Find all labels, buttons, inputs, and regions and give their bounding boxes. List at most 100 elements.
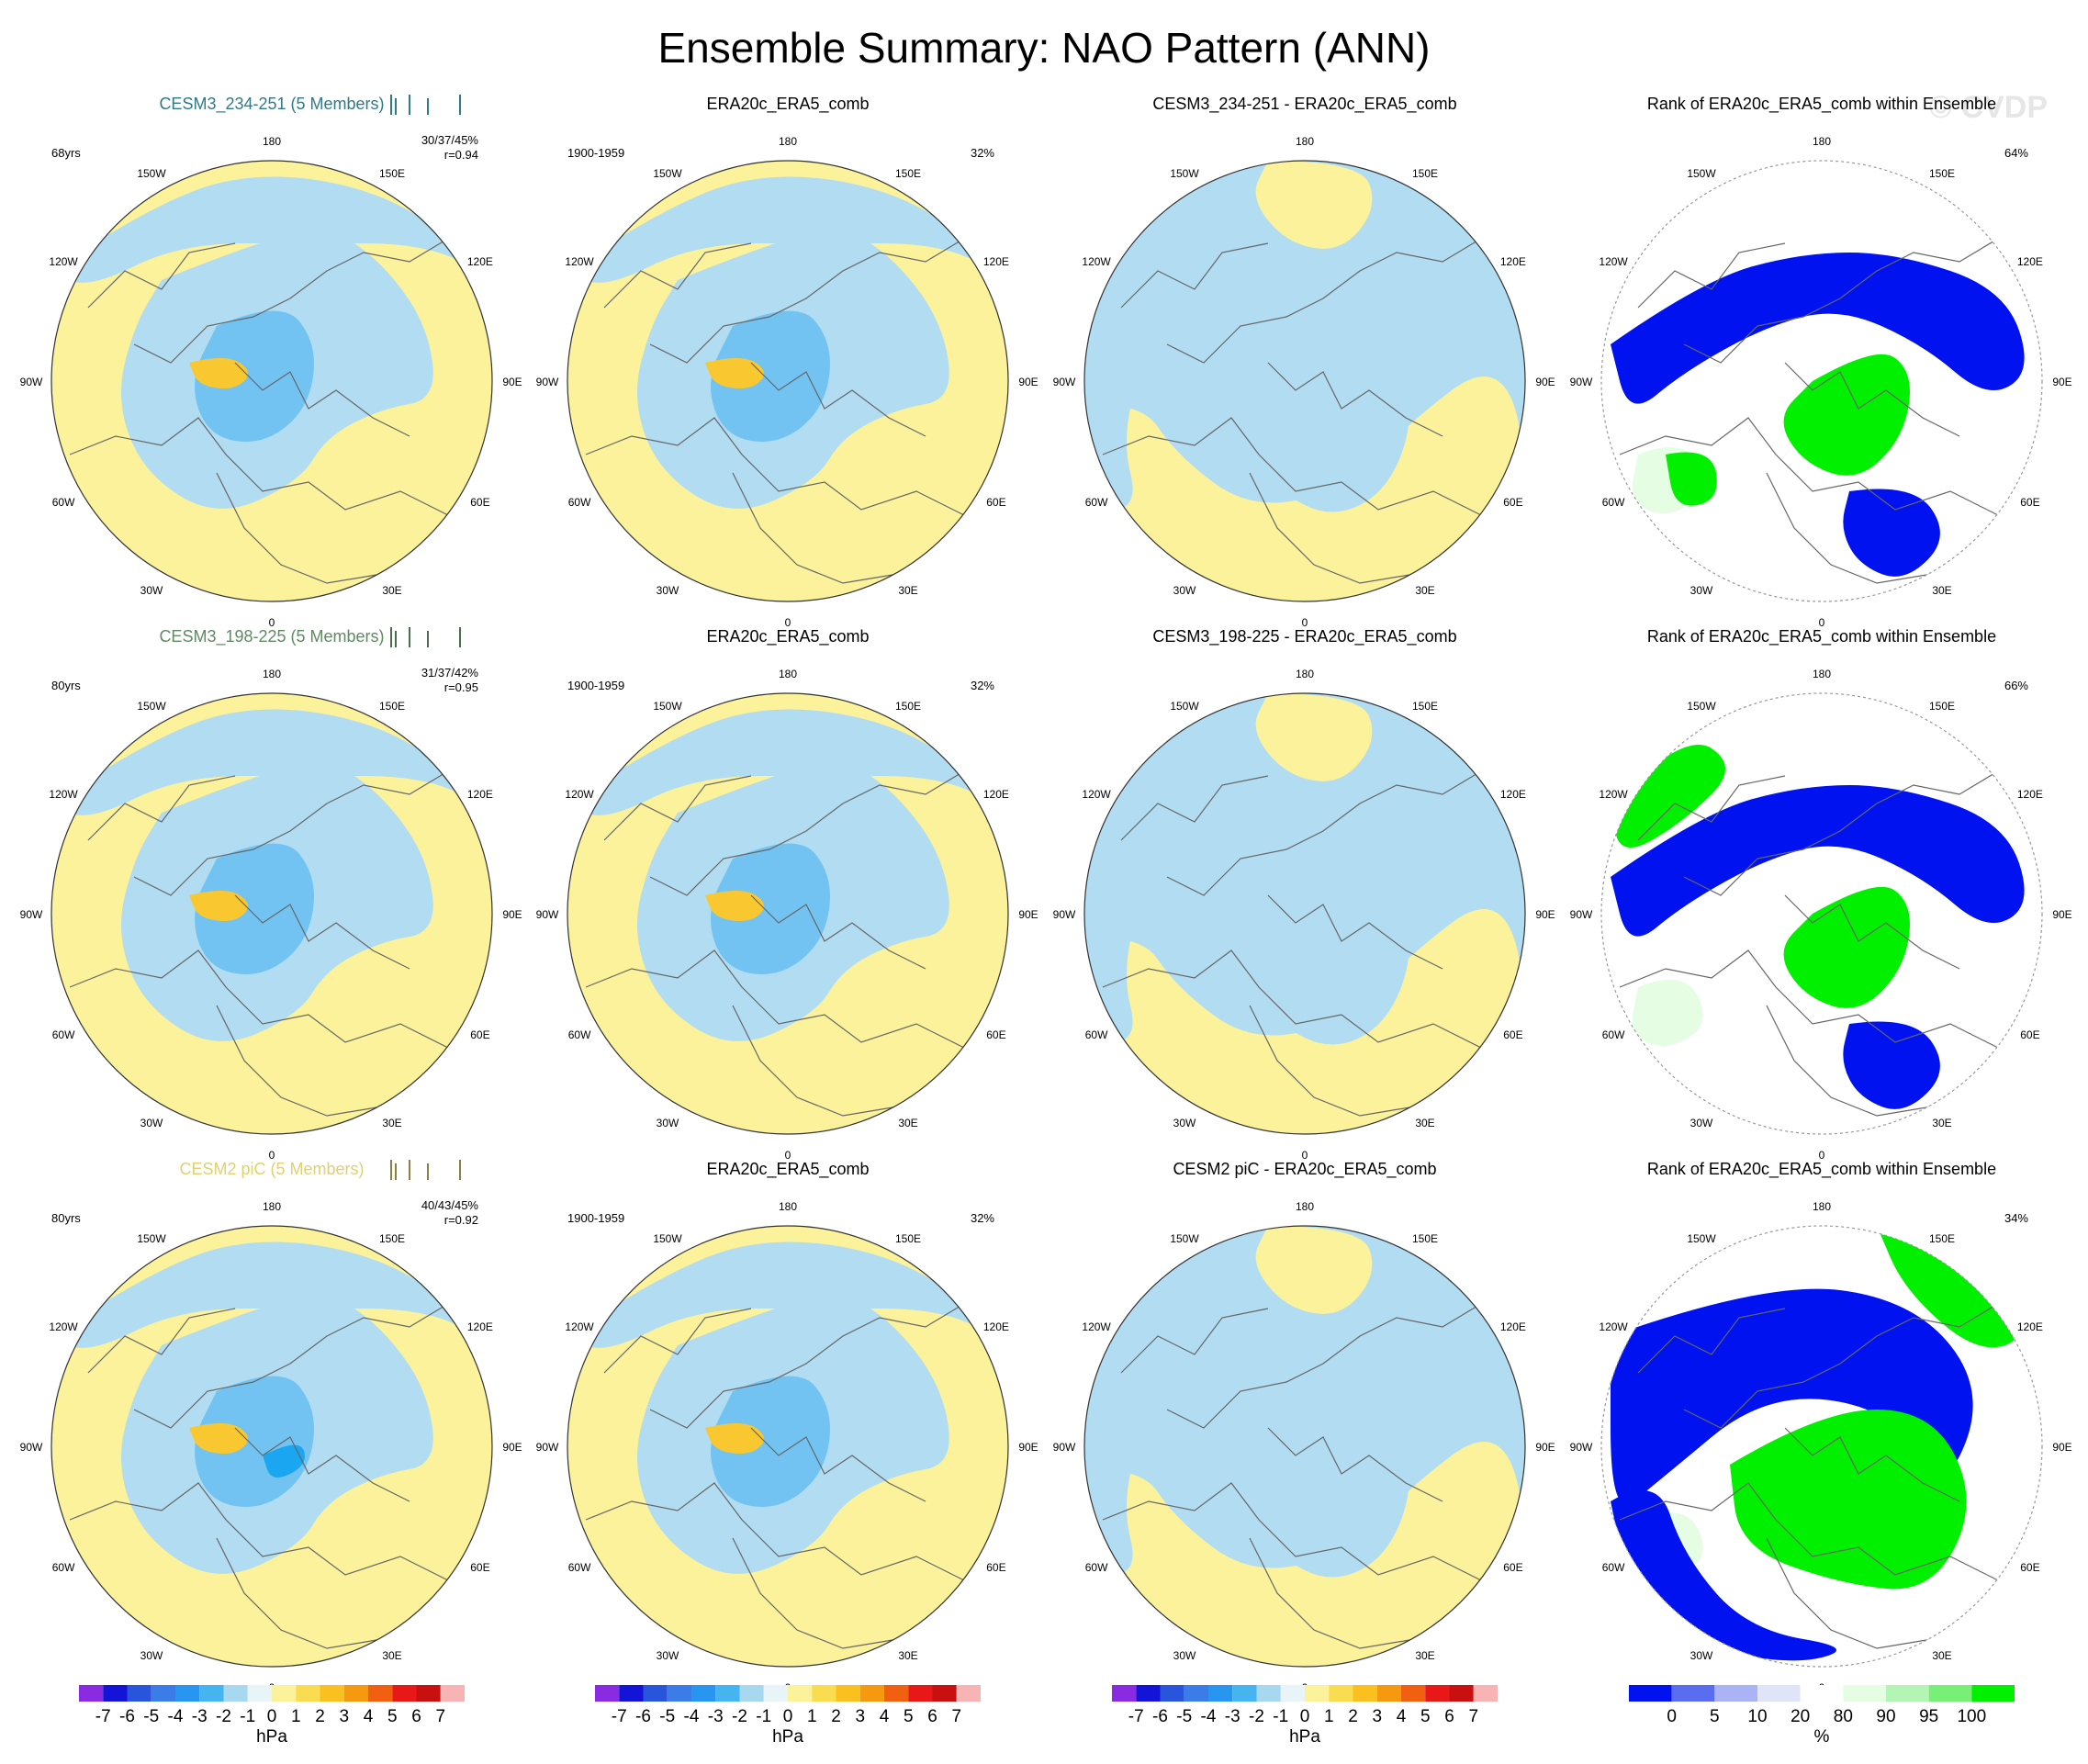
colorbar-slp-2: -7 -6 -5 -4 -3 -2 -1 0 1 2 3 4 5 6 7 hPa [595,1685,981,1747]
colorbar-slp-1-label: 6 [411,1707,421,1726]
diff-lon-label: 0 [1302,1149,1308,1162]
obs-period: 1900-1959 [567,679,624,692]
diff-panel-title: CESM2 piC - ERA20c_ERA5_comb [1173,1160,1436,1179]
colorbar-slp-1-label: 0 [267,1707,277,1726]
colorbar-slp-1-swatch [151,1685,175,1702]
diff-lon-label: 30W [1173,584,1196,597]
colorbar-rank: 0 5 10 20 80 90 95 100% [1629,1685,2015,1747]
rank-lon-label: 120E [2017,788,2043,801]
rank-lon-label: 60W [1602,496,1625,509]
rank-lon-label: 150E [1929,1232,1955,1245]
obs-lon-label: 60W [568,496,591,509]
diff-lon-label: 90W [1053,908,1076,921]
colorbar-slp-3-swatch [1112,1685,1137,1702]
model-lon-label: 180 [263,668,281,680]
colorbar-slp-2-swatch [643,1685,668,1702]
rank-lon-label: 60E [2020,1561,2039,1574]
diff-panel: 180 150E 120E 90E 60E 30E 0 30W 60W 90W 120W 150W CE… [1053,627,1555,1162]
colorbar-slp-3-label: -2 [1249,1707,1264,1726]
obs-panel-title: ERA20c_ERA5_comb [706,627,869,646]
colorbar-rank-label: 0 [1667,1707,1677,1726]
obs-pct: 32% [971,679,994,692]
model-lon-label: 30W [140,1117,163,1129]
diff-lon-label: 90E [1535,376,1555,388]
model-lon-label: 120E [467,255,493,268]
rank-panel-title: Rank of ERA20c_ERA5_comb within Ensemble [1647,1160,1996,1179]
colorbar-slp-3-swatch [1256,1685,1281,1702]
diff-lon-label: 150E [1412,167,1438,180]
colorbar-slp-1-swatch [103,1685,128,1702]
colorbar-slp-2-label: -1 [756,1707,771,1726]
colorbar-slp-2-swatch [595,1685,620,1702]
obs-panel: 180 150E 120E 90E 60E 30E 0 30W 60W 90W 120W 150W ER… [536,95,1038,629]
colorbar-slp-2-swatch [908,1685,933,1702]
colorbar-slp-3-swatch [1329,1685,1353,1702]
diff-lon-label: 60W [1085,1028,1108,1041]
colorbar-slp-2-label: 4 [880,1707,890,1726]
colorbar-slp-3-label: 4 [1397,1707,1407,1726]
diff-lon-label: 180 [1296,668,1314,680]
model-lon-label: 120E [467,788,493,801]
model-panel: 180150E120E90E60E30E030W60W90W120W150WCE… [20,1160,522,1694]
colorbar-rank-swatch [1843,1685,1886,1702]
ensemble-ticks [390,95,461,115]
diff-lon-label: 30E [1415,584,1434,597]
colorbar-slp-2-unit: hPa [772,1727,803,1747]
model-lon-label: 60W [52,1561,75,1574]
model-lon-label: 60E [470,1028,489,1041]
model-years: 68yrs [51,146,81,160]
obs-lon-label: 150E [895,1232,921,1245]
obs-lon-label: 150W [653,1232,682,1245]
colorbar-slp-2-swatch [836,1685,860,1702]
model-r: r=0.95 [444,680,478,694]
rank-lon-label: 90W [1570,1441,1593,1454]
obs-lon-label: 150E [895,700,921,713]
colorbar-rank-swatch [1714,1685,1757,1702]
colorbar-slp-2-label: 3 [855,1707,865,1726]
obs-pct: 32% [971,1211,994,1225]
rank-lon-label: 60E [2020,1028,2039,1041]
diff-lon-label: 90W [1053,376,1076,388]
colorbar-slp-1-label: 3 [339,1707,349,1726]
diff-lon-label: 120E [1500,1320,1526,1333]
obs-lon-label: 150W [653,167,682,180]
model-lon-label: 60E [470,496,489,509]
obs-lon-label: 120W [565,1320,594,1333]
colorbar-slp-1-unit: hPa [256,1727,287,1747]
rank-pct: 64% [2004,146,2028,160]
model-lon-label: 30W [140,584,163,597]
model-lon-label: 180 [263,1200,281,1213]
obs-lon-label: 60W [568,1028,591,1041]
rank-panel-title: Rank of ERA20c_ERA5_comb within Ensemble [1647,95,1996,114]
rank-lon-label: 150W [1687,1232,1716,1245]
obs-lon-label: 60E [986,496,1005,509]
colorbar-slp-3-swatch [1232,1685,1257,1702]
diff-lon-label: 150W [1170,167,1199,180]
colorbar-slp-2-swatch [788,1685,813,1702]
colorbar-slp-2-swatch [884,1685,909,1702]
diff-lon-label: 30E [1415,1649,1434,1662]
obs-lon-label: 150W [653,700,682,713]
colorbar-slp-2-swatch [667,1685,691,1702]
ensemble-ticks [390,627,461,647]
model-lon-label: 120W [49,255,78,268]
colorbar-slp-1-swatch [127,1685,152,1702]
colorbar-slp-1-label: -5 [143,1707,159,1726]
rank-lon-label: 30W [1690,584,1713,597]
colorbar-rank-label: 5 [1710,1707,1720,1726]
colorbar-slp-1: -7 -6 -5 -4 -3 -2 -1 0 1 2 3 4 5 6 7 hPa [79,1685,465,1747]
rank-lon-label: 60W [1602,1561,1625,1574]
diff-lon-label: 60W [1085,1561,1108,1574]
model-lon-label: 90W [20,908,43,921]
watermark: © CVDP [1929,90,2048,125]
colorbar-slp-1-label: -7 [95,1707,111,1726]
colorbar-slp-2-swatch [932,1685,957,1702]
model-years: 80yrs [51,1211,81,1225]
obs-panel-title: ERA20c_ERA5_comb [706,95,869,114]
rank-lon-label: 150W [1687,700,1716,713]
colorbar-rank-swatch [1757,1685,1801,1702]
map-fill [51,1226,492,1667]
obs-lon-label: 180 [779,668,797,680]
model-pcts: 40/43/45% [421,1198,479,1212]
map-fill [567,161,1008,601]
